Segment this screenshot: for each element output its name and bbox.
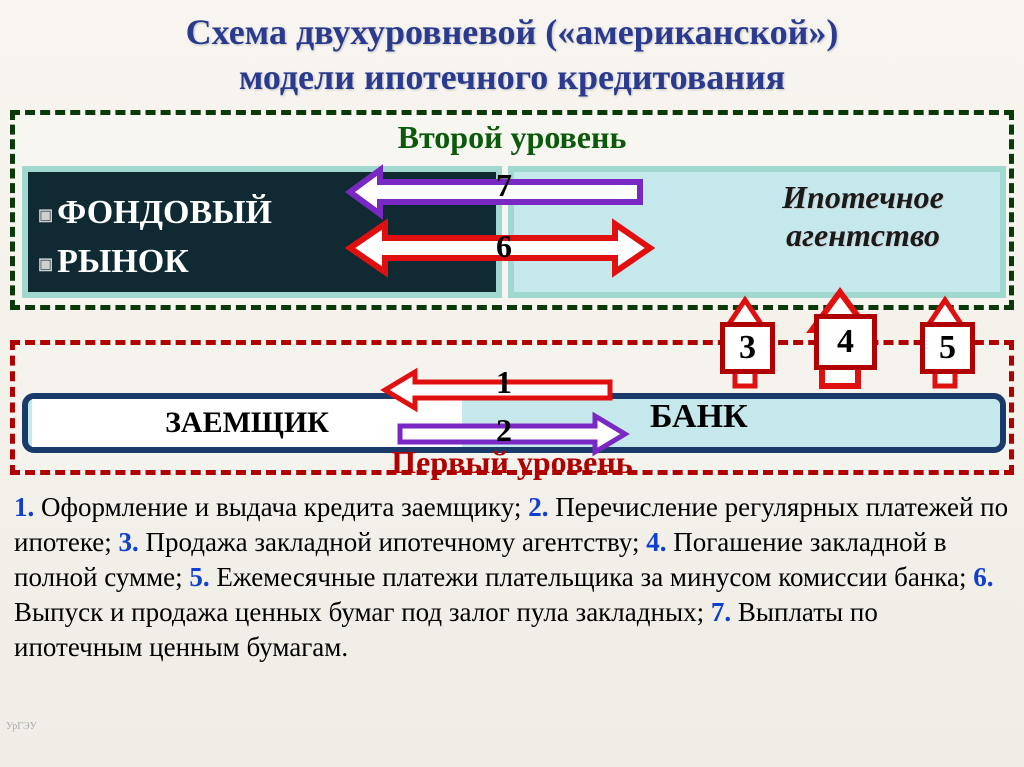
legend-num-6: 6. xyxy=(973,562,993,592)
legend-num-4: 4. xyxy=(646,527,666,557)
legend-num-2: 2. xyxy=(528,492,548,522)
legend-num-1: 1. xyxy=(14,492,34,522)
bullet-icon: ▣ xyxy=(38,256,53,273)
legend-t5: Ежемесячные платежи плательщика за минус… xyxy=(210,562,974,592)
arrow-2-label: 2 xyxy=(496,412,512,449)
level1-label: Первый уровень xyxy=(0,444,1024,481)
agency-line1: Ипотечное xyxy=(782,179,944,215)
arrow-5-label: 5 xyxy=(920,322,975,374)
title-line-2: модели ипотечного кредитования xyxy=(239,57,785,97)
stock-market-line2: РЫНОК xyxy=(57,243,189,280)
legend-t6: Выпуск и продажа ценных бумаг под залог … xyxy=(14,597,711,627)
stock-market-line1: ФОНДОВЫЙ xyxy=(57,194,272,231)
borrower-box: ЗАЕМЩИК xyxy=(32,399,462,447)
legend-t3: Продажа закладной ипотечному агентству; xyxy=(139,527,646,557)
arrow-4-label: 4 xyxy=(814,314,877,370)
agency-line2: агентство xyxy=(786,217,940,253)
arrow-1-label: 1 xyxy=(496,364,512,401)
agency-label: Ипотечное агентство xyxy=(728,178,998,255)
level2-label: Второй уровень xyxy=(15,119,1009,156)
title-line-1: Схема двухуровневой («американской») xyxy=(186,12,839,52)
arrow-7-label: 7 xyxy=(496,167,512,204)
main-title: Схема двухуровневой («американской») мод… xyxy=(0,0,1024,108)
legend-t1: Оформление и выдача кредита заемщику; xyxy=(34,492,528,522)
arrow-6-label: 6 xyxy=(496,228,512,265)
legend-num-7: 7. xyxy=(711,597,731,627)
legend-num-5: 5. xyxy=(189,562,209,592)
watermark-icon: УрГЭУ xyxy=(6,721,66,761)
bank-label: БАНК xyxy=(650,398,748,436)
arrow-3-label: 3 xyxy=(720,322,775,374)
bullet-icon: ▣ xyxy=(38,207,53,224)
legend-num-3: 3. xyxy=(119,527,139,557)
legend-text: 1. Оформление и выдача кредита заемщику;… xyxy=(14,490,1010,665)
stock-market-box: ▣ФОНДОВЫЙ ▣РЫНОК xyxy=(22,166,502,298)
